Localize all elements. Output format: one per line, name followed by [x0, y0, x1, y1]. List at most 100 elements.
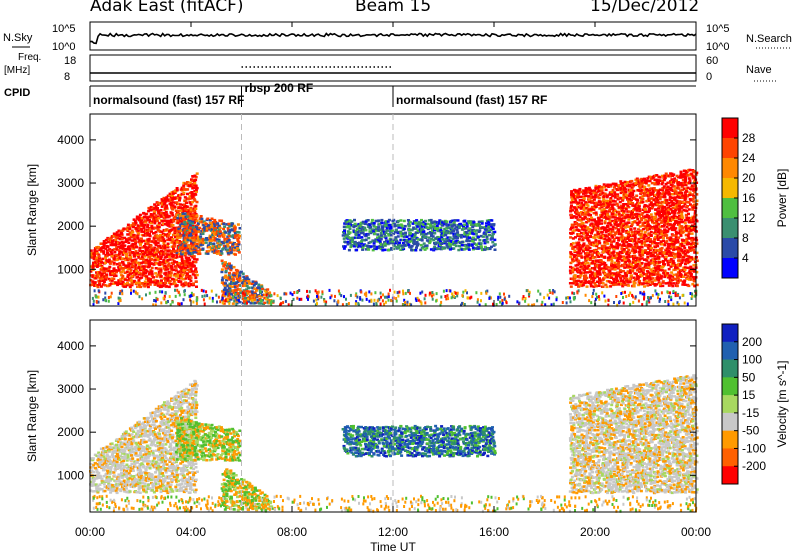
power-cell — [577, 213, 581, 217]
power-cell — [577, 285, 581, 288]
power-cell — [444, 233, 448, 237]
power-cell — [139, 237, 143, 241]
power-cell — [188, 181, 192, 184]
power-cell — [571, 282, 575, 285]
power-cell — [416, 238, 420, 241]
power-cell — [234, 272, 238, 275]
power-cell — [377, 226, 381, 229]
power-cell — [96, 285, 100, 289]
power-cell — [167, 249, 171, 252]
power-cell — [569, 201, 573, 204]
power-cell — [476, 224, 480, 227]
power-cell — [233, 284, 237, 288]
power-cell — [625, 196, 629, 199]
power-cell — [575, 280, 579, 283]
power-cell — [238, 227, 242, 230]
power-cell — [124, 264, 128, 267]
power-cell — [112, 267, 116, 270]
power-cell — [611, 207, 615, 210]
power-cell — [577, 279, 581, 283]
power-cell — [637, 233, 641, 236]
power-cell — [660, 246, 664, 250]
power-cell — [631, 193, 635, 197]
power-cell — [141, 250, 145, 253]
power-cell — [605, 194, 609, 197]
power-cell — [651, 217, 655, 221]
power-cell — [635, 241, 639, 244]
power-cell — [656, 253, 659, 257]
power-cell — [236, 223, 240, 226]
power-cell — [232, 248, 236, 251]
power-cell — [186, 192, 189, 196]
power-cell — [646, 220, 650, 223]
power-cell — [184, 212, 187, 215]
power-cell — [428, 240, 432, 243]
power-cell — [591, 281, 595, 284]
power-cell — [467, 229, 471, 232]
power-cell — [579, 207, 583, 210]
power-cell — [97, 281, 101, 285]
power-cell — [175, 249, 179, 253]
power-cell — [433, 227, 437, 230]
power-cell — [194, 229, 198, 233]
power-cell — [618, 264, 622, 268]
power-cell — [194, 249, 198, 252]
power-cell — [644, 218, 648, 222]
power-cell — [205, 250, 209, 253]
power-cell — [643, 194, 647, 197]
power-cell — [583, 281, 587, 285]
power-cell — [589, 217, 592, 221]
power-cell — [133, 220, 137, 223]
power-cell — [122, 266, 125, 270]
power-cell — [183, 259, 187, 263]
power-cell — [639, 217, 643, 220]
power-cell — [664, 241, 667, 244]
power-cell — [583, 262, 587, 265]
power-cell — [460, 248, 464, 251]
power-cell — [622, 220, 626, 223]
power-cell — [369, 225, 373, 229]
power-cell — [430, 234, 433, 237]
power-cell — [106, 245, 110, 249]
power-cell — [201, 243, 205, 246]
power-cell — [589, 256, 593, 259]
power-cell — [620, 214, 624, 217]
power-cell — [191, 236, 195, 240]
power-cell — [147, 239, 151, 242]
power-cell — [619, 217, 623, 221]
power-cell — [625, 274, 629, 277]
power-cell — [422, 233, 426, 236]
power-cell — [602, 246, 606, 250]
power-cell — [631, 261, 635, 264]
power-cell — [154, 256, 158, 259]
power-cell — [639, 196, 643, 199]
power-cell — [154, 279, 158, 282]
power-cell — [155, 208, 159, 211]
power-cell — [488, 247, 492, 251]
power-cell — [604, 188, 608, 192]
power-cell — [577, 241, 581, 244]
power-cell — [145, 258, 149, 262]
power-cell — [642, 216, 646, 220]
power-cell — [109, 236, 113, 240]
power-cell — [182, 209, 186, 212]
power-cell — [181, 273, 185, 277]
power-cell — [415, 241, 419, 244]
power-cell — [131, 224, 135, 227]
power-cell — [213, 251, 217, 254]
power-cell — [192, 232, 196, 235]
power-cell — [437, 236, 441, 239]
power-cell — [178, 214, 182, 218]
power-cell — [150, 230, 153, 233]
power-cell — [464, 230, 468, 234]
power-cell — [643, 207, 647, 211]
power-cell — [607, 266, 611, 269]
power-cell — [661, 255, 665, 258]
power-cell — [661, 192, 665, 196]
power-cell — [137, 279, 141, 282]
power-cell — [129, 272, 132, 275]
power-cell — [635, 272, 638, 276]
power-cell — [163, 246, 167, 250]
power-cell — [227, 274, 231, 277]
power-cell — [144, 250, 148, 253]
